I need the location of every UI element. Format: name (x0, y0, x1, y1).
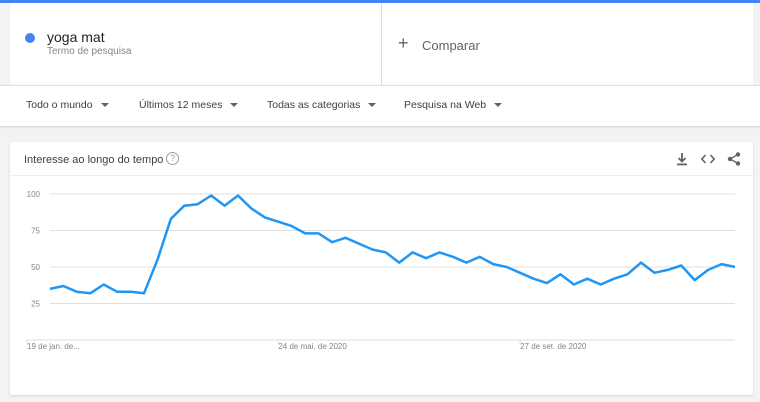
search-term-subtitle: Termo de pesquisa (47, 46, 132, 57)
caret-down-icon (100, 103, 109, 107)
data-point (343, 236, 347, 240)
filter-location-label: Todo o mundo (26, 99, 93, 111)
data-point (464, 261, 468, 265)
interest-over-time-card: Interesse ao longo do tempo ? 100 75 50 25 1… (10, 142, 753, 395)
filter-bar: Todo o mundo Últimos 12 meses Todas as c… (0, 85, 760, 126)
term-color-dot (25, 33, 35, 43)
data-point (424, 256, 428, 260)
data-point (693, 278, 697, 282)
filter-location[interactable]: Todo o mundo (26, 99, 109, 111)
caret-down-icon (368, 103, 377, 107)
data-point (451, 255, 455, 259)
search-term-name[interactable]: yoga mat (47, 29, 105, 45)
data-point (572, 283, 576, 287)
data-point (411, 250, 415, 254)
download-icon[interactable] (674, 151, 690, 167)
data-point (706, 268, 710, 272)
data-point (384, 250, 388, 254)
data-point (263, 215, 267, 219)
data-point (223, 204, 227, 208)
filter-time-range[interactable]: Últimos 12 meses (139, 99, 239, 111)
data-point (61, 284, 65, 288)
data-point (612, 277, 616, 281)
filter-time-range-label: Últimos 12 meses (139, 99, 223, 111)
help-icon[interactable]: ? (166, 152, 179, 165)
data-point (438, 250, 442, 254)
search-terms-bar: yoga mat Termo de pesquisa + Comparar (10, 3, 753, 85)
data-point (129, 290, 133, 294)
data-point (303, 231, 307, 235)
y-tick-label: 100 (27, 190, 41, 199)
data-point (478, 255, 482, 259)
share-icon[interactable] (726, 151, 742, 167)
data-point (505, 265, 509, 269)
data-point (357, 242, 361, 246)
data-point (236, 193, 240, 197)
search-term-card[interactable]: yoga mat Termo de pesquisa (10, 3, 382, 85)
data-point (679, 264, 683, 268)
y-tick-label: 25 (31, 300, 40, 309)
data-point (720, 262, 724, 266)
data-point (88, 291, 92, 295)
data-point (276, 220, 280, 224)
data-point (558, 272, 562, 276)
data-point (491, 262, 495, 266)
x-tick-label: 19 de jan. de... (27, 342, 80, 351)
data-point (182, 204, 186, 208)
data-point (652, 271, 656, 275)
filter-search-type-label: Pesquisa na Web (404, 99, 487, 111)
data-point (249, 207, 253, 211)
data-point (518, 271, 522, 275)
data-point (155, 258, 159, 262)
data-point (102, 283, 106, 287)
data-point (317, 231, 321, 235)
data-point (209, 193, 213, 197)
compare-label: Comparar (422, 38, 480, 53)
data-point (545, 281, 549, 285)
data-point (585, 277, 589, 281)
data-point (532, 277, 536, 281)
data-point (599, 283, 603, 287)
data-point (142, 291, 146, 295)
data-point (290, 224, 294, 228)
data-point (370, 247, 374, 251)
x-tick-label: 24 de mai. de 2020 (278, 342, 347, 351)
filter-search-type[interactable]: Pesquisa na Web (404, 99, 503, 111)
caret-down-icon (494, 103, 503, 107)
data-point (397, 261, 401, 265)
x-tick-label: 27 de set. de 2020 (520, 342, 587, 351)
caret-down-icon (230, 103, 239, 107)
data-point (169, 217, 173, 221)
embed-icon[interactable] (700, 151, 716, 167)
data-point (626, 272, 630, 276)
data-point (115, 290, 119, 294)
data-point (196, 202, 200, 206)
filter-category-label: Todas as categorias (267, 99, 361, 111)
filter-category[interactable]: Todas as categorias (267, 99, 377, 111)
compare-button[interactable]: + Comparar (382, 3, 753, 85)
data-point (733, 265, 737, 269)
plus-icon: + (398, 33, 409, 53)
series-line (49, 194, 736, 295)
y-tick-label: 50 (31, 263, 40, 272)
data-point (639, 261, 643, 265)
card-header: Interesse ao longo do tempo ? (10, 142, 753, 176)
interest-line-chart: 100 75 50 25 19 de jan. de... 24 de mai. de 2… (26, 190, 737, 351)
data-point (330, 240, 334, 244)
top-accent-line (0, 0, 760, 3)
data-point (666, 268, 670, 272)
card-title: Interesse ao longo do tempo (24, 154, 164, 166)
data-point (48, 287, 52, 291)
data-point (75, 290, 79, 294)
y-tick-label: 75 (31, 227, 40, 236)
